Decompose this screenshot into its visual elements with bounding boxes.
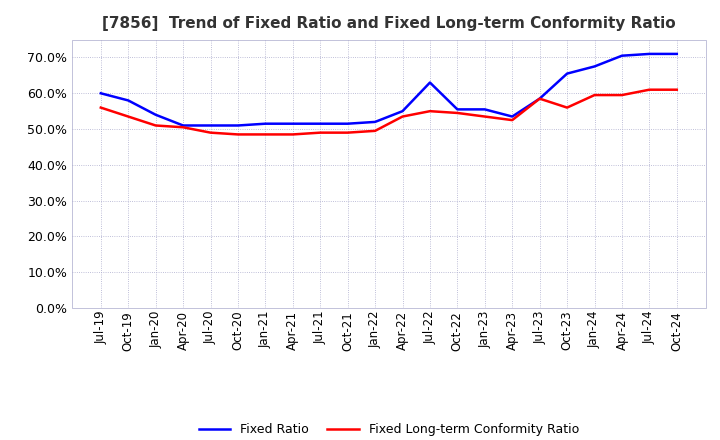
Legend: Fixed Ratio, Fixed Long-term Conformity Ratio: Fixed Ratio, Fixed Long-term Conformity … bbox=[194, 418, 584, 440]
Fixed Ratio bbox=[672, 51, 681, 57]
Fixed Long-term Conformity Ratio bbox=[618, 92, 626, 98]
Fixed Long-term Conformity Ratio bbox=[261, 132, 270, 137]
Fixed Long-term Conformity Ratio bbox=[508, 117, 516, 123]
Fixed Long-term Conformity Ratio bbox=[590, 92, 599, 98]
Fixed Ratio bbox=[151, 112, 160, 117]
Fixed Ratio bbox=[316, 121, 325, 126]
Fixed Ratio bbox=[563, 71, 572, 76]
Fixed Long-term Conformity Ratio bbox=[426, 109, 434, 114]
Fixed Long-term Conformity Ratio bbox=[233, 132, 242, 137]
Fixed Long-term Conformity Ratio bbox=[151, 123, 160, 128]
Fixed Long-term Conformity Ratio bbox=[96, 105, 105, 110]
Line: Fixed Long-term Conformity Ratio: Fixed Long-term Conformity Ratio bbox=[101, 90, 677, 135]
Fixed Long-term Conformity Ratio bbox=[398, 114, 407, 119]
Line: Fixed Ratio: Fixed Ratio bbox=[101, 54, 677, 125]
Fixed Long-term Conformity Ratio bbox=[289, 132, 297, 137]
Fixed Ratio bbox=[124, 98, 132, 103]
Fixed Ratio bbox=[179, 123, 187, 128]
Fixed Long-term Conformity Ratio bbox=[536, 96, 544, 101]
Fixed Ratio bbox=[206, 123, 215, 128]
Fixed Long-term Conformity Ratio bbox=[672, 87, 681, 92]
Fixed Ratio bbox=[233, 123, 242, 128]
Fixed Ratio bbox=[536, 96, 544, 101]
Fixed Ratio bbox=[508, 114, 516, 119]
Fixed Ratio bbox=[398, 109, 407, 114]
Fixed Long-term Conformity Ratio bbox=[316, 130, 325, 135]
Fixed Long-term Conformity Ratio bbox=[480, 114, 489, 119]
Fixed Long-term Conformity Ratio bbox=[179, 125, 187, 130]
Fixed Long-term Conformity Ratio bbox=[371, 128, 379, 133]
Fixed Ratio bbox=[645, 51, 654, 57]
Title: [7856]  Trend of Fixed Ratio and Fixed Long-term Conformity Ratio: [7856] Trend of Fixed Ratio and Fixed Lo… bbox=[102, 16, 675, 32]
Fixed Ratio bbox=[289, 121, 297, 126]
Fixed Long-term Conformity Ratio bbox=[563, 105, 572, 110]
Fixed Ratio bbox=[426, 80, 434, 85]
Fixed Ratio bbox=[480, 107, 489, 112]
Fixed Ratio bbox=[453, 107, 462, 112]
Fixed Ratio bbox=[96, 91, 105, 96]
Fixed Ratio bbox=[371, 119, 379, 125]
Fixed Ratio bbox=[590, 64, 599, 69]
Fixed Long-term Conformity Ratio bbox=[645, 87, 654, 92]
Fixed Long-term Conformity Ratio bbox=[206, 130, 215, 135]
Fixed Long-term Conformity Ratio bbox=[124, 114, 132, 119]
Fixed Ratio bbox=[618, 53, 626, 59]
Fixed Ratio bbox=[343, 121, 352, 126]
Fixed Long-term Conformity Ratio bbox=[343, 130, 352, 135]
Fixed Ratio bbox=[261, 121, 270, 126]
Fixed Long-term Conformity Ratio bbox=[453, 110, 462, 116]
